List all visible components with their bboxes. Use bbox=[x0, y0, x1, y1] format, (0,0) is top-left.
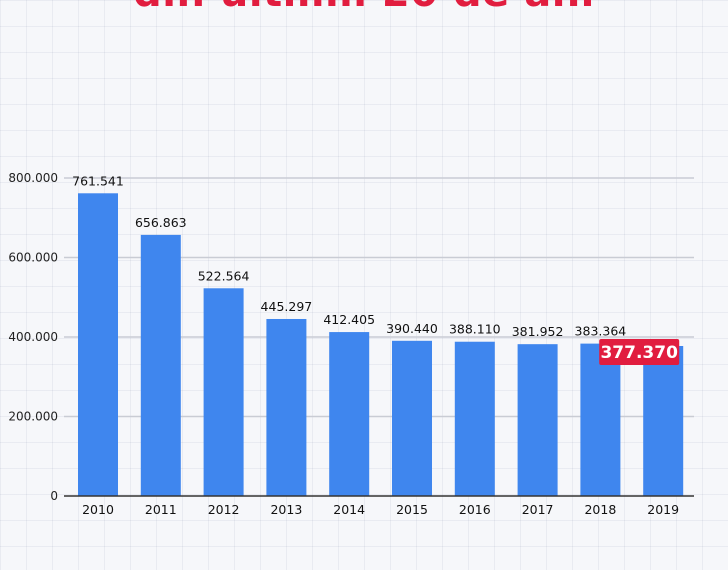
value-label: 522.564 bbox=[198, 268, 250, 283]
value-label: 388.110 bbox=[449, 322, 501, 337]
bar-2012 bbox=[203, 288, 244, 496]
bar-2010 bbox=[78, 193, 118, 496]
bar-2014 bbox=[329, 332, 370, 496]
bar-2019 bbox=[643, 345, 684, 496]
value-label: 761.541 bbox=[72, 173, 124, 188]
x-tick-label: 2016 bbox=[459, 502, 491, 517]
x-tick-label: 2011 bbox=[145, 502, 177, 517]
x-tick-label: 2010 bbox=[82, 502, 114, 517]
x-tick-label: 2019 bbox=[647, 502, 679, 517]
value-label: 390.440 bbox=[386, 321, 438, 336]
x-tick-label: 2012 bbox=[208, 502, 240, 517]
value-label: 445.297 bbox=[261, 299, 313, 314]
x-axis-ticks: 2010 2011 2012 2013 2014 2015 2016 2017 2018 2019 bbox=[82, 502, 679, 517]
y-tick-label: 200.000 bbox=[8, 410, 58, 424]
y-axis-ticks: 0 200.000 400.000 600.000 800.000 bbox=[8, 171, 58, 503]
bar-2017 bbox=[517, 344, 558, 496]
y-tick-label: 400.000 bbox=[8, 330, 58, 344]
x-tick-label: 2018 bbox=[584, 502, 616, 517]
value-label: 381.952 bbox=[512, 324, 564, 339]
x-tick-label: 2014 bbox=[333, 502, 365, 517]
bar-2018 bbox=[580, 343, 621, 496]
value-label: 412.405 bbox=[323, 312, 375, 327]
highlight-label-bg bbox=[599, 338, 680, 365]
x-tick-label: 2015 bbox=[396, 502, 428, 517]
value-label: 383.364 bbox=[575, 324, 627, 339]
bars bbox=[78, 193, 684, 496]
y-tick-label: 800.000 bbox=[8, 171, 58, 185]
x-tick-label: 2017 bbox=[522, 502, 554, 517]
value-label: 656.863 bbox=[135, 215, 187, 230]
bar-2015 bbox=[392, 340, 432, 496]
bar-2016 bbox=[454, 341, 495, 496]
y-tick-label: 0 bbox=[50, 489, 58, 503]
bar-2013 bbox=[266, 318, 307, 496]
chart-title: din ultimii 20 de ani bbox=[0, 0, 728, 16]
value-label-highlight: 377.370 bbox=[600, 343, 678, 363]
x-tick-label: 2013 bbox=[270, 502, 302, 517]
bar-2011 bbox=[140, 234, 181, 496]
y-tick-label: 600.000 bbox=[8, 251, 58, 265]
value-labels: 761.541 656.863 522.564 445.297 412.405 390.4… bbox=[72, 173, 680, 365]
